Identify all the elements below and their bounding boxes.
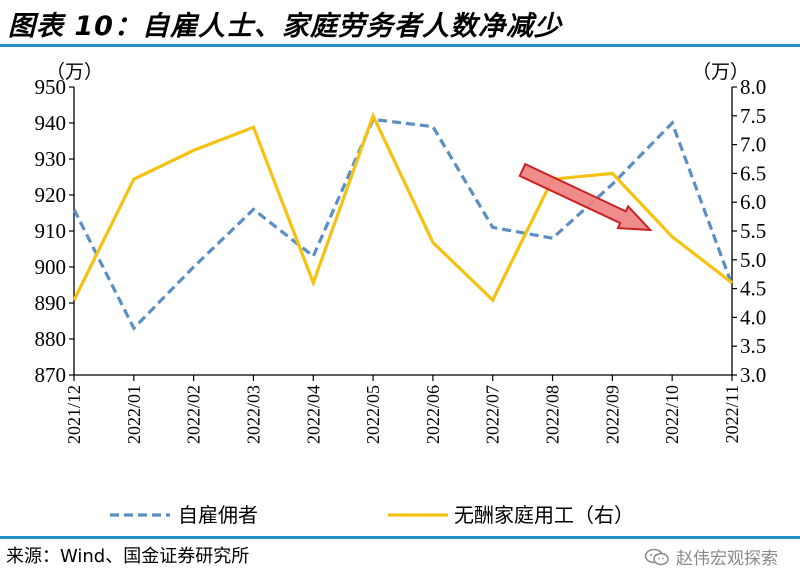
y-right-tick-label: 4.5: [740, 277, 766, 301]
y-right-tick-label: 8.0: [740, 75, 766, 99]
source-note: 来源：Wind、国金证券研究所: [6, 546, 250, 567]
title-rule: [0, 44, 800, 47]
y-left-tick-label: 930: [35, 147, 67, 171]
x-tick-label: 2022/06: [423, 385, 443, 444]
series-line-self-employed: [72, 117, 734, 331]
x-tick-label: 2022/05: [363, 385, 383, 444]
y-left-tick-label: 900: [35, 255, 67, 279]
source-rule: [0, 536, 800, 539]
series-layer: [72, 111, 734, 331]
series-line-unpaid-family-workers: [72, 111, 733, 303]
y-right-tick-label: 5.5: [740, 219, 766, 243]
x-tick-label: 2022/04: [303, 385, 323, 444]
y-left-tick-label: 950: [35, 75, 67, 99]
y-left-tick-label: 880: [35, 327, 67, 351]
chart-title: 图表 10：自雇人士、家庭劳务者人数净减少: [8, 11, 562, 42]
x-tick-label: 2022/03: [243, 385, 263, 444]
y-left-tick-label: 870: [35, 363, 67, 387]
axes: 870 880 890 900 910 920 930 940 950 3.0 3.5 4.0 4.5 5…: [35, 61, 767, 444]
y-right-tick-label: 4.0: [740, 305, 766, 329]
chart: 870 880 890 900 910 920 930 940 950 3.0 3.5 4.0 4.5 5…: [35, 61, 767, 527]
x-tick-label: 2022/11: [722, 385, 742, 443]
wechat-icon: [644, 548, 669, 565]
y-right-tick-label: 6.0: [740, 190, 766, 214]
y-left-tick-label: 910: [35, 219, 67, 243]
y-right-tick-label: 7.5: [740, 104, 766, 128]
x-tick-label: 2022/08: [543, 385, 563, 444]
trend-arrow: [518, 162, 653, 232]
legend: 自雇佣者 无酬家庭用工（右）: [110, 503, 634, 527]
y-left-tick-label: 940: [35, 111, 67, 135]
y-right-tick-label: 3.0: [740, 363, 766, 387]
y-right-tick-label: 3.5: [740, 334, 766, 358]
y-right-tick-label: 5.0: [740, 248, 766, 272]
y-right-tick-label: 6.5: [740, 161, 766, 185]
x-tick-label: 2022/09: [602, 385, 622, 444]
y-right-unit-label: （万）: [692, 61, 749, 83]
watermark: 赵伟宏观探索: [644, 544, 778, 569]
watermark-text: 赵伟宏观探索: [676, 549, 778, 569]
y-left-tick-label: 890: [35, 291, 67, 315]
legend-label-self-employed: 自雇佣者: [178, 503, 258, 527]
trend-arrow-shape: [518, 162, 653, 232]
y-left-unit-label: （万）: [46, 61, 103, 83]
y-right-tick-label: 7.0: [740, 133, 766, 157]
x-tick-label: 2021/12: [64, 385, 84, 444]
legend-label-unpaid-family-workers: 无酬家庭用工（右）: [454, 503, 634, 527]
y-left-tick-label: 920: [35, 183, 67, 207]
x-tick-label: 2022/02: [184, 385, 204, 444]
x-tick-label: 2022/07: [483, 385, 503, 444]
x-tick-label: 2022/01: [124, 385, 144, 444]
x-tick-label: 2022/10: [662, 385, 682, 444]
